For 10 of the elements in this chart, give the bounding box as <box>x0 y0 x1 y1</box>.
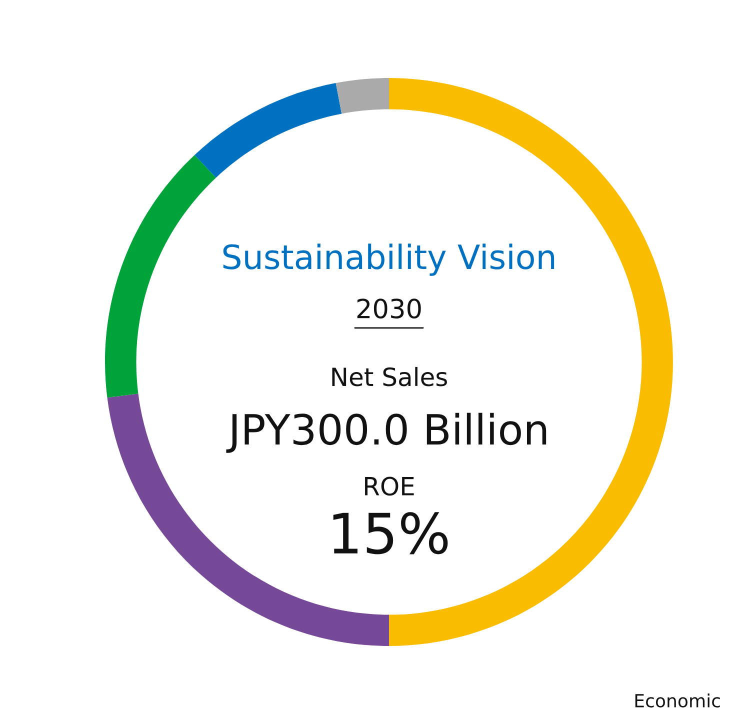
text: 2030 <box>357 298 421 319</box>
text: ROE <box>365 476 414 496</box>
donut-slice <box>336 78 389 114</box>
donut-slice <box>194 83 342 178</box>
text: JPY300.0 Billion <box>226 412 546 453</box>
text: Net Sales <box>332 366 447 386</box>
donut-slice <box>105 154 216 398</box>
text: Economic <box>635 694 720 708</box>
text: 15% <box>333 512 448 554</box>
text: Sustainability Vision <box>223 244 554 276</box>
